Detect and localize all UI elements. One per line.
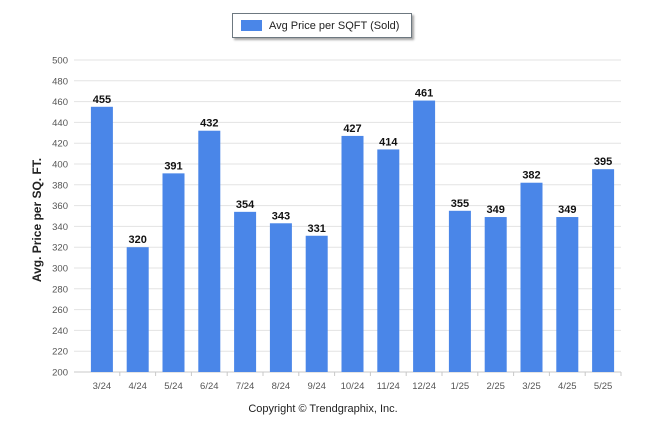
x-tick-label: 4/25 [558, 381, 577, 392]
y-tick-label: 200 [52, 368, 68, 379]
y-axis-label: Avg. Price per SQ. FT. [30, 157, 44, 283]
x-tick-label: 3/24 [93, 381, 112, 392]
y-tick-label: 460 [52, 97, 68, 108]
bar-4/24 [126, 247, 149, 372]
y-tick-label: 440 [52, 118, 68, 129]
y-tick-label: 320 [52, 243, 68, 254]
data-label: 355 [451, 198, 469, 210]
y-tick-label: 240 [52, 326, 68, 337]
bar-8/24 [269, 223, 292, 372]
data-label: 395 [594, 156, 612, 168]
x-tick-label: 8/24 [272, 381, 291, 392]
data-label: 432 [200, 118, 218, 130]
bar-3/24 [90, 106, 113, 373]
x-tick-label: 10/24 [341, 381, 365, 392]
x-tick-label: 5/25 [594, 381, 613, 392]
x-tick-label: 1/25 [451, 381, 470, 392]
data-label: 349 [558, 204, 576, 216]
bar-12/24 [413, 100, 436, 372]
bars [90, 100, 615, 373]
data-label: 461 [415, 88, 433, 100]
data-label: 391 [164, 160, 182, 172]
legend-swatch [241, 20, 262, 31]
x-tick-label: 9/24 [307, 381, 326, 392]
data-label: 343 [272, 210, 290, 222]
bar-5/25 [592, 169, 615, 372]
y-tick-label: 360 [52, 201, 68, 212]
bar-11/24 [377, 149, 400, 372]
bar-4/25 [556, 217, 579, 372]
copyright-text: Copyright © Trendgraphix, Inc. [248, 403, 398, 415]
bar-5/24 [162, 173, 185, 372]
y-tick-label: 420 [52, 139, 68, 150]
x-tick-label: 4/24 [128, 381, 147, 392]
x-tick-label: 12/24 [412, 381, 436, 392]
data-labels: 455 320 391 432 354 343 331 427 414 461 355 349 382 3… [93, 88, 613, 247]
legend: Avg Price per SQFT (Sold) [232, 13, 412, 38]
data-label: 320 [129, 234, 147, 246]
y-axis-ticks: 200 220 240 260 280 300 320 340 360 380 400 420 440 4… [52, 56, 68, 379]
x-tick-label: 6/24 [200, 381, 219, 392]
x-tick-label: 5/24 [164, 381, 183, 392]
bar-1/25 [448, 210, 471, 372]
legend-label: Avg Price per SQFT (Sold) [269, 19, 400, 32]
data-label: 349 [487, 204, 505, 216]
x-tick-label: 3/25 [522, 381, 541, 392]
y-tick-label: 480 [52, 76, 68, 87]
y-tick-label: 400 [52, 160, 68, 171]
x-tick-label: 7/24 [236, 381, 255, 392]
y-tick-label: 500 [52, 56, 68, 67]
bar-6/24 [198, 130, 221, 372]
x-tick-label: 11/24 [377, 381, 400, 392]
y-tick-label: 260 [52, 305, 68, 316]
y-tick-label: 220 [52, 347, 68, 358]
y-tick-label: 300 [52, 264, 68, 275]
data-label: 382 [522, 170, 540, 182]
data-label: 354 [236, 199, 255, 211]
data-label: 414 [379, 136, 398, 148]
bar-7/24 [234, 211, 257, 372]
y-tick-label: 280 [52, 284, 68, 295]
data-label: 331 [308, 223, 326, 235]
bar-9/24 [305, 235, 328, 372]
x-tick-label: 2/25 [486, 381, 505, 392]
y-tick-label: 380 [52, 180, 68, 191]
data-label: 455 [93, 94, 111, 106]
x-axis-ticks: 3/24 4/24 5/24 6/24 7/24 8/24 9/24 10/24 11/24 12… [93, 372, 622, 392]
bar-2/25 [484, 217, 507, 372]
bar-10/24 [341, 135, 364, 372]
bar-3/25 [520, 182, 543, 372]
data-label: 427 [343, 123, 361, 135]
y-tick-label: 340 [52, 222, 68, 233]
